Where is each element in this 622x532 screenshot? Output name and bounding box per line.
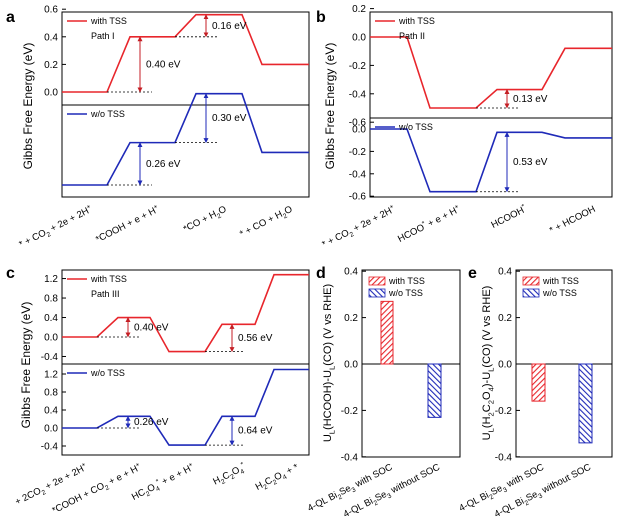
b-path-label: Path II (399, 31, 425, 41)
b-s0-ytick-label-3: -0.4 (349, 89, 367, 100)
b-s0-ytick-label-4: -0.6 (349, 118, 367, 129)
b-s0-ytick-label-2: -0.2 (349, 61, 367, 72)
a-legend-label-0: with TSS (90, 16, 127, 26)
c-s0-ytick-label-2: 0.4 (44, 313, 58, 324)
d-ytick-label-2: 0.0 (344, 360, 358, 371)
a-legend-label-1: w/o TSS (90, 109, 125, 119)
c-legend-label-0: with TSS (90, 274, 127, 284)
b-xlabel-1: HCOO* + e + H+ (396, 203, 463, 245)
b-s1-annotation-0: 0.53 eV (513, 157, 548, 168)
b-panel-letter: b (316, 9, 326, 26)
a-xlabel-0: * + CO2 + 2e + 2H+ (17, 203, 95, 252)
e-ytick-label-1: 0.2 (498, 313, 512, 324)
a-s0-ytick-label-1: 0.2 (44, 60, 58, 71)
c-ylabel: Gibbs Free Energy (eV) (19, 302, 33, 429)
e-panel-letter: e (468, 265, 477, 282)
e-ytick-label-4: -0.4 (495, 452, 513, 463)
d-bar-0-0 (380, 300, 394, 365)
a-s0-ytick-label-2: 0.4 (44, 32, 58, 43)
d-legend-label-1: w/o TSS (388, 288, 423, 298)
b-s0-ytick-label-0: 0.2 (352, 4, 366, 15)
b-s1-ytick-label-3: -0.6 (349, 192, 367, 203)
b-axis-frame (369, 11, 613, 198)
d-panel-letter: d (316, 265, 326, 282)
a-s0-annotation-1: 0.16 eV (212, 21, 247, 32)
c-xlabel-1: *COOH + CO2 + e + H+ (50, 461, 144, 518)
c-xlabel-4: H2C2O4 + * (254, 462, 302, 495)
d-ytick-label-0: 0.4 (344, 267, 358, 278)
a-path-label: Path I (91, 31, 115, 41)
c-s1-annotation-1: 0.64 eV (238, 426, 273, 437)
a-ylabel: Gibbs Free Energy (eV) (21, 43, 35, 170)
e-bar-1-1 (578, 363, 593, 444)
b-xlabel-0: * + CO2 + 2e + 2H+ (320, 203, 398, 252)
a-xlabel-3: * + CO + H2O (238, 204, 295, 242)
c-s0-ytick-label-4: -0.4 (41, 352, 59, 363)
d-ylabel: UL(HCOOH)-UL(CO) (V vs RHE) (322, 284, 336, 442)
b-s1-ytick-label-1: -0.2 (349, 147, 367, 158)
chart-layer: a Gibbs Free Energy (eV) 0.0 0.2 0.4 0.6 with … (6, 4, 613, 520)
e-ytick-label-3: -0.2 (495, 406, 513, 417)
c-series-line-1 (62, 368, 309, 446)
c-s1-ytick-label-3: 0.0 (44, 424, 58, 435)
c-axis-frame (61, 269, 310, 456)
c-s1-ytick-label-2: 0.4 (44, 406, 58, 417)
c-s1-ytick-label-1: 0.8 (44, 388, 58, 399)
b-xlabel-3: * + HCOOH (548, 204, 598, 237)
a-series-line-1 (62, 92, 309, 186)
e-ytick-label-2: 0.0 (498, 360, 512, 371)
d-legend-swatch-1 (368, 288, 386, 298)
c-s0-ytick-label-3: 0.0 (44, 333, 58, 344)
b-series-line-0 (370, 36, 612, 109)
d-ytick-label-3: -0.2 (341, 406, 359, 417)
c-s1-ytick-label-0: 1.2 (44, 370, 58, 381)
b-s1-ytick-label-2: -0.4 (349, 169, 367, 180)
b-s1-ytick-label-0: 0.0 (352, 125, 366, 136)
b-legend-label-1: w/o TSS (398, 122, 433, 132)
e-ylabel: UL(H2C2O4)-UL(CO) (V vs RHE) (481, 286, 495, 441)
d-legend-swatch-0 (368, 276, 386, 286)
c-s1-ytick-label-4: -0.4 (41, 442, 59, 453)
a-panel-letter: a (6, 9, 15, 26)
e-legend-swatch-0 (522, 276, 540, 286)
d-ytick-label-1: 0.2 (344, 313, 358, 324)
c-s1-annotation-0: 0.26 eV (134, 417, 169, 428)
a-series-line-0 (62, 13, 309, 93)
a-s1-annotation-1: 0.30 eV (212, 113, 247, 124)
a-s0-ytick-label-0: 0.0 (44, 88, 58, 99)
a-s0-ytick-label-3: 0.6 (44, 5, 58, 16)
e-legend-label-0: with TSS (542, 276, 579, 286)
d-legend-label-0: with TSS (388, 276, 425, 286)
a-s0-annotation-0: 0.40 eV (146, 59, 181, 70)
c-s0-ytick-label-1: 0.8 (44, 294, 58, 305)
d-bar-1-1 (427, 363, 442, 418)
b-s0-ytick-label-1: 0.0 (352, 33, 366, 44)
c-s0-ytick-label-0: 1.2 (44, 274, 58, 285)
b-legend-label-0: with TSS (398, 16, 435, 26)
a-xlabel-1: *COOH + e + H+ (94, 203, 162, 245)
a-xlabel-2: *CO + H2O (182, 204, 229, 237)
c-s0-annotation-0: 0.40 eV (134, 322, 169, 333)
e-legend-label-1: w/o TSS (542, 288, 577, 298)
c-path-label: Path III (91, 289, 120, 299)
e-bar-0-0 (531, 363, 546, 402)
c-s0-annotation-1: 0.56 eV (238, 333, 273, 344)
e-legend-swatch-1 (522, 288, 540, 298)
c-series-line-0 (62, 273, 309, 353)
d-ytick-label-4: -0.4 (341, 452, 359, 463)
c-legend-label-1: w/o TSS (90, 368, 125, 378)
a-s1-annotation-0: 0.26 eV (146, 159, 181, 170)
b-ylabel: Gibbs Free Energy (eV) (323, 43, 337, 170)
b-xlabel-2: HCOOH* (489, 203, 529, 231)
c-panel-letter: c (6, 265, 15, 282)
e-ytick-label-0: 0.4 (498, 267, 512, 278)
c-xlabel-3: H2C2O4* (211, 461, 249, 489)
b-s0-annotation-0: 0.13 eV (513, 94, 548, 105)
b-series-line-1 (370, 128, 612, 193)
